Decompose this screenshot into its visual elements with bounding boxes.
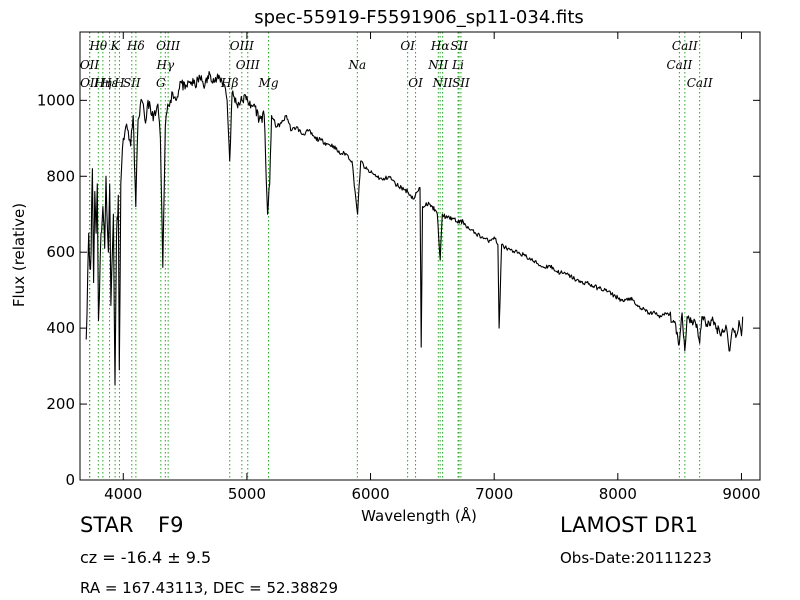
spectral-line-label: Li — [451, 58, 464, 72]
spectral-line-label: Hθ — [88, 39, 107, 53]
spectral-line-label: SII — [452, 76, 470, 90]
survey-name: LAMOST DR1 — [560, 513, 699, 537]
x-axis-label: Wavelength (Å) — [361, 506, 477, 525]
plot-frame — [79, 31, 761, 481]
spectral-line-label: Hδ — [126, 39, 145, 53]
y-tick-label: 0 — [65, 471, 75, 489]
x-tick-label: 9000 — [722, 485, 760, 503]
redshift: cz = -16.4 ± 9.5 — [80, 548, 212, 567]
spectral-line-label: SII — [123, 76, 141, 90]
x-tick-label: 6000 — [351, 485, 389, 503]
observation-date: Obs-Date:20111223 — [560, 549, 712, 567]
spectral-line-label: CaII — [666, 58, 692, 72]
spectral-line-label: OII — [80, 58, 100, 72]
spectrum-line — [85, 70, 744, 386]
coordinates: RA = 167.43113, DEC = 52.38829 — [80, 579, 339, 597]
spectral-line-label: Na — [347, 58, 366, 72]
spectral-line-label: OIII — [156, 39, 180, 53]
spectral-line-label: Mg — [258, 76, 279, 90]
y-tick-label: 600 — [46, 243, 75, 261]
y-tick-label: 1000 — [37, 91, 75, 109]
spectral-line-label: OIII — [236, 58, 260, 72]
spectral-line-label: Hγ — [155, 58, 174, 72]
x-tick-label: 4000 — [104, 485, 142, 503]
plot-area: 4000 5000 6000 7000 8000 9000 0 200 400 600 800 100… — [37, 31, 761, 503]
spectral-line-label: SII — [450, 39, 468, 53]
spectral-line-label: Hε — [100, 76, 118, 90]
object-subclass: F9 — [158, 513, 184, 537]
spectral-line-label: H — [113, 76, 125, 90]
spectral-line-label: OI — [400, 39, 415, 53]
spectral-line-label: OII — [80, 76, 100, 90]
object-class: STAR — [80, 513, 134, 537]
spectral-line-label: Hη — [93, 76, 112, 90]
spectral-line-label: Hα — [430, 39, 450, 53]
x-tick-label: 8000 — [599, 485, 637, 503]
spectral-line-label: Hβ — [220, 76, 238, 90]
y-axis-label: Flux (relative) — [10, 203, 28, 307]
y-tick-label: 200 — [46, 395, 75, 413]
spectral-line-label: CaII — [672, 39, 698, 53]
y-tick-label: 800 — [46, 167, 75, 185]
spectral-line-label: NII — [427, 58, 448, 72]
spectral-line-label: NII — [432, 76, 453, 90]
spectral-line-label: CaII — [687, 76, 713, 90]
chart-title: spec-55919-F5591906_sp11-034.fits — [254, 7, 584, 28]
spectral-line-label: K — [110, 39, 121, 53]
spectral-line-label: OI — [408, 76, 423, 90]
y-tick-label: 400 — [46, 319, 75, 337]
x-tick-label: 7000 — [475, 485, 513, 503]
x-tick-label: 5000 — [228, 485, 266, 503]
spectral-line-label: OIII — [230, 39, 254, 53]
spectral-line-label: G — [156, 76, 166, 90]
